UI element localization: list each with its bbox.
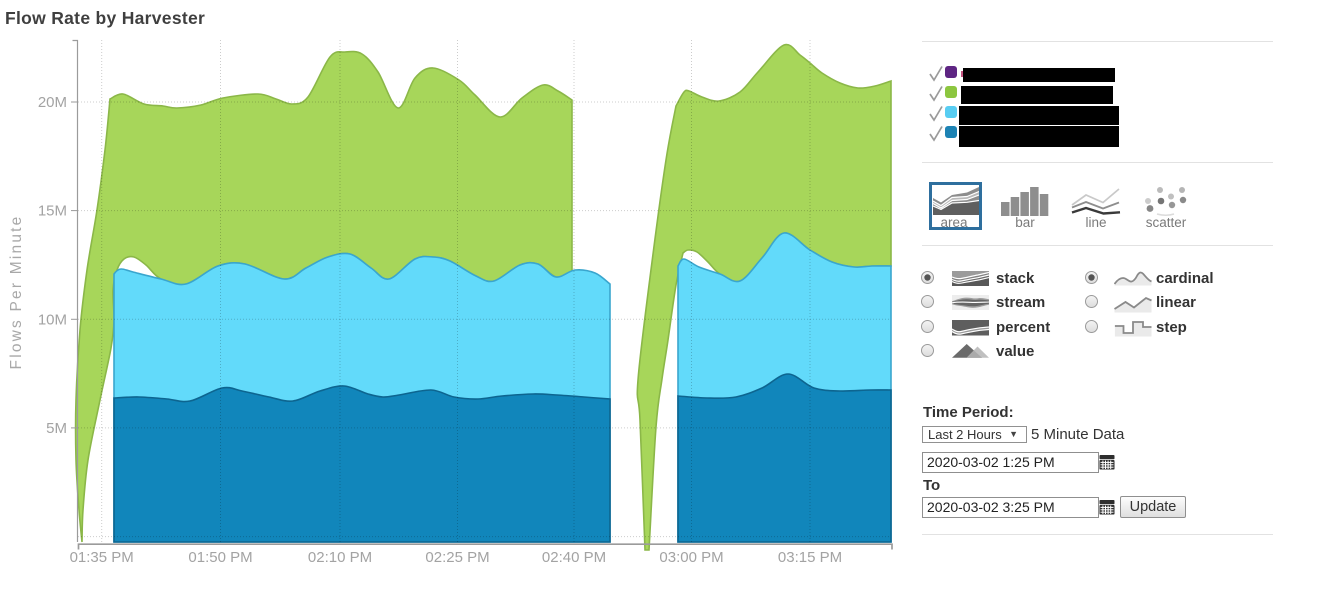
svg-text:20M: 20M	[38, 94, 67, 111]
svg-text:15M: 15M	[38, 203, 67, 220]
svg-text:02:40 PM: 02:40 PM	[542, 549, 606, 566]
svg-text:Flows Per Minute: Flows Per Minute	[8, 215, 25, 370]
svg-text:10M: 10M	[38, 311, 67, 328]
svg-text:02:25 PM: 02:25 PM	[425, 549, 489, 566]
svg-text:01:35 PM: 01:35 PM	[70, 549, 134, 566]
svg-text:02:10 PM: 02:10 PM	[308, 549, 372, 566]
svg-text:5M: 5M	[46, 420, 67, 437]
svg-text:03:00 PM: 03:00 PM	[659, 549, 723, 566]
svg-text:01:50 PM: 01:50 PM	[188, 549, 252, 566]
svg-text:03:15 PM: 03:15 PM	[778, 549, 842, 566]
